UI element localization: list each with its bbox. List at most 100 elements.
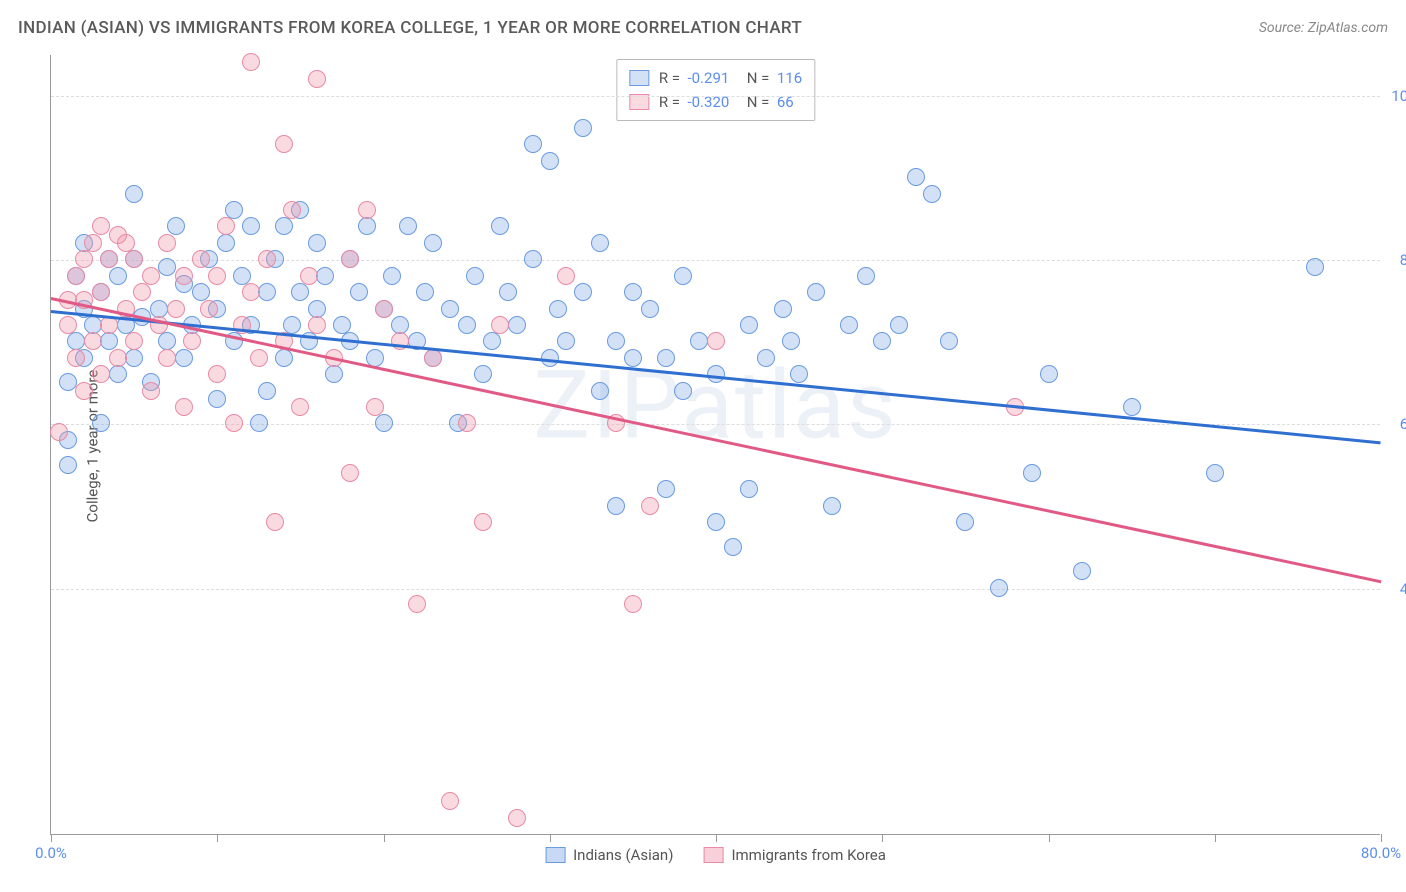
scatter-point: [75, 382, 93, 400]
scatter-point: [907, 168, 925, 186]
scatter-point: [50, 423, 68, 441]
scatter-point: [624, 349, 642, 367]
scatter-point: [308, 316, 326, 334]
scatter-point: [990, 579, 1008, 597]
scatter-point: [508, 316, 526, 334]
scatter-point: [125, 332, 143, 350]
scatter-point: [258, 382, 276, 400]
scatter-point: [208, 365, 226, 383]
scatter-point: [109, 349, 127, 367]
scatter-point: [774, 300, 792, 318]
scatter-point: [100, 250, 118, 268]
scatter-point: [250, 414, 268, 432]
legend-r-label: R = -0.320: [659, 90, 729, 114]
scatter-point: [200, 300, 218, 318]
source-label: Source: ZipAtlas.com: [1259, 20, 1388, 36]
scatter-point: [109, 365, 127, 383]
legend-series: Indians (Asian)Immigrants from Korea: [545, 846, 886, 864]
scatter-point: [574, 283, 592, 301]
scatter-point: [67, 267, 85, 285]
scatter-point: [84, 234, 102, 252]
scatter-point: [142, 267, 160, 285]
scatter-point: [474, 513, 492, 531]
legend-swatch: [545, 847, 565, 863]
scatter-point: [275, 349, 293, 367]
scatter-point: [250, 349, 268, 367]
scatter-point: [325, 365, 343, 383]
scatter-point: [67, 349, 85, 367]
scatter-point: [142, 382, 160, 400]
scatter-point: [707, 332, 725, 350]
scatter-point: [607, 332, 625, 350]
scatter-point: [707, 513, 725, 531]
scatter-point: [657, 349, 675, 367]
scatter-point: [574, 119, 592, 137]
scatter-point: [225, 201, 243, 219]
legend-swatch: [703, 847, 723, 863]
scatter-point: [491, 217, 509, 235]
scatter-point: [92, 217, 110, 235]
scatter-point: [358, 201, 376, 219]
scatter-point: [158, 234, 176, 252]
scatter-point: [217, 217, 235, 235]
scatter-point: [840, 316, 858, 334]
scatter-point: [483, 332, 501, 350]
scatter-point: [657, 480, 675, 498]
plot-area: ZIPatlas R = -0.291 N = 116R = -0.320 N …: [50, 55, 1380, 835]
scatter-point: [158, 332, 176, 350]
scatter-point: [441, 300, 459, 318]
scatter-point: [458, 414, 476, 432]
scatter-point: [258, 250, 276, 268]
scatter-point: [690, 332, 708, 350]
scatter-point: [375, 414, 393, 432]
legend-n-label: N = 116: [739, 66, 802, 90]
scatter-point: [782, 332, 800, 350]
legend-r-label: R = -0.291: [659, 66, 729, 90]
scatter-point: [757, 349, 775, 367]
scatter-point: [158, 258, 176, 276]
scatter-point: [466, 267, 484, 285]
scatter-point: [150, 300, 168, 318]
y-tick-label: 60.0%: [1385, 415, 1406, 433]
scatter-point: [59, 456, 77, 474]
scatter-point: [441, 792, 459, 810]
scatter-point: [67, 332, 85, 350]
scatter-point: [383, 267, 401, 285]
scatter-point: [857, 267, 875, 285]
scatter-point: [291, 283, 309, 301]
scatter-point: [100, 332, 118, 350]
scatter-point: [624, 595, 642, 613]
scatter-point: [341, 250, 359, 268]
scatter-point: [366, 398, 384, 416]
scatter-point: [424, 349, 442, 367]
scatter-point: [1123, 398, 1141, 416]
scatter-point: [790, 365, 808, 383]
scatter-point: [242, 217, 260, 235]
scatter-point: [84, 332, 102, 350]
scatter-point: [890, 316, 908, 334]
scatter-point: [1306, 258, 1324, 276]
scatter-point: [740, 480, 758, 498]
scatter-point: [424, 234, 442, 252]
scatter-point: [940, 332, 958, 350]
scatter-point: [591, 234, 609, 252]
scatter-point: [549, 300, 567, 318]
y-tick-label: 40.0%: [1385, 580, 1406, 598]
scatter-point: [541, 152, 559, 170]
x-tick: [716, 834, 717, 842]
scatter-point: [109, 267, 127, 285]
x-tick-label: 80.0%: [1361, 844, 1401, 862]
x-tick: [1215, 834, 1216, 842]
legend-correlation-box: R = -0.291 N = 116R = -0.320 N = 66: [616, 59, 815, 121]
scatter-point: [358, 217, 376, 235]
legend-series-item: Indians (Asian): [545, 846, 673, 864]
scatter-point: [125, 185, 143, 203]
scatter-point: [399, 217, 417, 235]
x-tick: [217, 834, 218, 842]
title-bar: INDIAN (ASIAN) VS IMMIGRANTS FROM KOREA …: [18, 18, 1388, 38]
x-tick: [384, 834, 385, 842]
scatter-point: [641, 497, 659, 515]
scatter-point: [158, 349, 176, 367]
scatter-point: [192, 250, 210, 268]
x-tick-label: 0.0%: [35, 844, 67, 862]
